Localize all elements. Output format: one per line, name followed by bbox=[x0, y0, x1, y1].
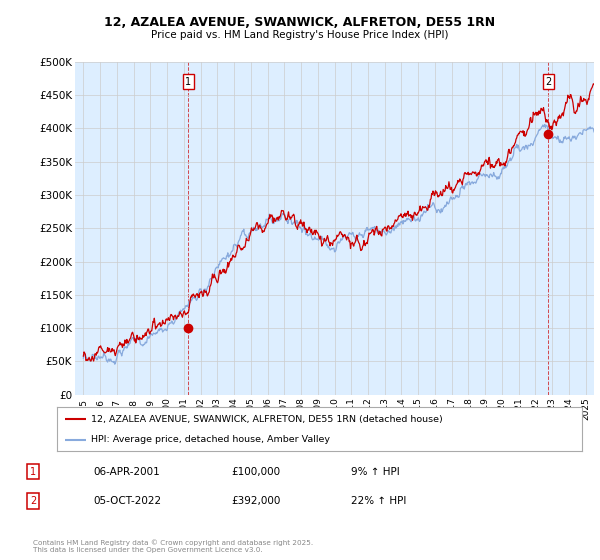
Text: Contains HM Land Registry data © Crown copyright and database right 2025.
This d: Contains HM Land Registry data © Crown c… bbox=[33, 540, 313, 553]
Text: HPI: Average price, detached house, Amber Valley: HPI: Average price, detached house, Ambe… bbox=[91, 435, 330, 445]
Text: 2: 2 bbox=[545, 77, 551, 87]
Text: 1: 1 bbox=[185, 77, 191, 87]
Text: 9% ↑ HPI: 9% ↑ HPI bbox=[351, 466, 400, 477]
Text: 12, AZALEA AVENUE, SWANWICK, ALFRETON, DE55 1RN: 12, AZALEA AVENUE, SWANWICK, ALFRETON, D… bbox=[104, 16, 496, 29]
Text: £100,000: £100,000 bbox=[231, 466, 280, 477]
Text: 22% ↑ HPI: 22% ↑ HPI bbox=[351, 496, 406, 506]
Text: 2: 2 bbox=[30, 496, 36, 506]
Text: 05-OCT-2022: 05-OCT-2022 bbox=[93, 496, 161, 506]
Text: £392,000: £392,000 bbox=[231, 496, 280, 506]
Text: 12, AZALEA AVENUE, SWANWICK, ALFRETON, DE55 1RN (detached house): 12, AZALEA AVENUE, SWANWICK, ALFRETON, D… bbox=[91, 415, 443, 424]
Text: 1: 1 bbox=[30, 466, 36, 477]
Text: Price paid vs. HM Land Registry's House Price Index (HPI): Price paid vs. HM Land Registry's House … bbox=[151, 30, 449, 40]
Text: 06-APR-2001: 06-APR-2001 bbox=[93, 466, 160, 477]
